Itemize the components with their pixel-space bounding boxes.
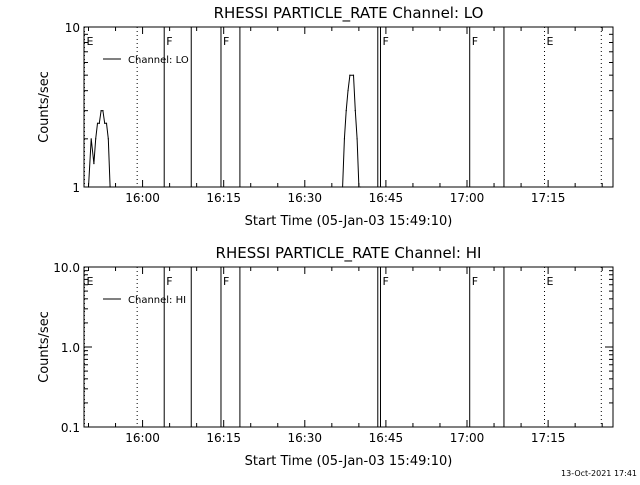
y-tick-label: 10.0 (53, 261, 80, 275)
event-marker: F (382, 35, 388, 48)
data-point (109, 186, 111, 188)
event-marker: E (547, 275, 554, 288)
event-marker: F (382, 275, 388, 288)
x-tick-label: 17:00 (450, 431, 485, 445)
event-marker: F (166, 275, 172, 288)
y-axis-label: Counts/sec (37, 311, 52, 383)
data-point (345, 110, 347, 112)
x-tick-label: 16:30 (287, 431, 322, 445)
event-marker: F (166, 35, 172, 48)
data-point (104, 122, 106, 124)
data-point (107, 138, 109, 140)
chart-title: RHESSI PARTICLE_RATE Channel: HI (216, 244, 482, 263)
data-point (343, 138, 346, 140)
event-marker: F (223, 35, 229, 48)
chart-title: RHESSI PARTICLE_RATE Channel: LO (214, 4, 484, 23)
event-marker: E (547, 35, 554, 48)
event-marker: E (86, 275, 93, 288)
plot-frame (83, 26, 614, 188)
event-marker: F (472, 35, 478, 48)
data-point (102, 110, 104, 112)
x-tick-label: 16:00 (125, 191, 160, 205)
data-point (352, 74, 355, 76)
data-point (87, 186, 90, 188)
x-tick-label: 17:15 (531, 431, 566, 445)
x-tick-label: 16:15 (206, 431, 241, 445)
data-point (342, 186, 344, 188)
x-tick-label: 16:45 (369, 191, 404, 205)
x-axis-label: Start Time (05-Jan-03 15:49:10) (245, 454, 453, 469)
data-point (347, 90, 349, 92)
series-line (88, 74, 361, 188)
x-tick-label: 17:00 (450, 191, 485, 205)
x-tick-label: 17:15 (531, 191, 566, 205)
event-marker: F (472, 275, 478, 288)
data-point (95, 138, 97, 140)
data-point (93, 163, 95, 165)
data-point (354, 110, 356, 112)
event-marker: E (86, 35, 93, 48)
y-axis-label: Counts/sec (37, 71, 52, 143)
y-tick-label: 1.0 (61, 341, 80, 355)
data-point (90, 138, 92, 140)
x-tick-label: 16:30 (287, 191, 322, 205)
data-point (100, 110, 102, 112)
data-point (105, 122, 108, 124)
data-point (98, 122, 100, 124)
data-point (96, 122, 99, 124)
data-point (360, 186, 362, 188)
x-tick-label: 16:15 (206, 191, 241, 205)
x-axis-label: Start Time (05-Jan-03 15:49:10) (245, 214, 453, 229)
y-tick-label: 1 (72, 181, 80, 195)
data-point (356, 138, 358, 140)
x-tick-label: 16:45 (369, 431, 404, 445)
x-tick-label: 16:00 (125, 431, 160, 445)
legend-entry: Channel: LO (128, 55, 189, 66)
event-marker: F (223, 275, 229, 288)
legend-entry: Channel: HI (128, 295, 186, 306)
data-point (358, 186, 360, 188)
y-tick-label: 0.1 (61, 421, 80, 435)
data-point (349, 74, 351, 76)
plot-frame (83, 266, 614, 428)
y-tick-label: 10 (65, 21, 80, 35)
